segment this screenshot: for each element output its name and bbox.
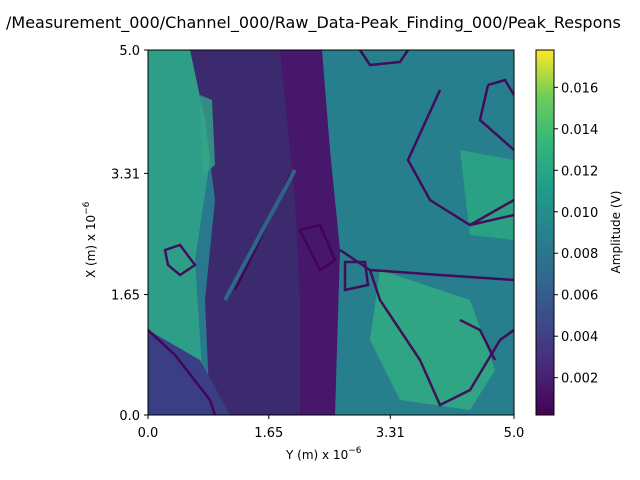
x-tick-label: 0.0 [138,426,159,441]
colorbar-tick-label: 0.012 [561,164,598,179]
colorbar-tick-label: 0.006 [561,289,598,304]
plot-frame [147,49,515,416]
y-axis: 0.0 1.65 3.31 5.0 [111,44,148,424]
colorbar-label: Amplitude (V) [609,191,623,274]
colorbar-tick-label: 0.010 [561,206,598,221]
x-tick-label: 1.65 [254,426,283,441]
y-tick-label: 5.0 [119,44,140,59]
x-tick-label: 3.31 [376,426,405,441]
colorbar-tick-label: 0.008 [561,247,598,262]
colorbar-tick-label: 0.016 [561,81,598,96]
chart-title: /Measurement_000/Channel_000/Raw_Data-Pe… [6,13,621,33]
y-tick-label: 1.65 [111,289,140,304]
x-axis-label: Y (m) x 10−6 [285,446,362,462]
colorbar-ticks: 0.002 0.004 0.006 0.008 0.010 0.012 0.014 0.016 [554,81,598,387]
colorbar-gradient [536,50,554,415]
colorbar: 0.002 0.004 0.006 0.008 0.010 0.012 0.014 0.016… [535,49,623,416]
colorbar-frame [535,49,555,416]
y-axis-label: X (m) x 10−6 [82,201,98,278]
x-axis: 0.0 1.65 3.31 5.0 [138,415,525,441]
colorbar-tick-label: 0.002 [561,372,598,387]
colorbar-tick-label: 0.004 [561,330,598,345]
x-tick-label: 5.0 [504,426,525,441]
y-tick-label: 3.31 [111,167,140,182]
heatmap-image [148,50,514,415]
y-tick-label: 0.0 [119,409,140,424]
colorbar-tick-label: 0.014 [561,123,598,138]
